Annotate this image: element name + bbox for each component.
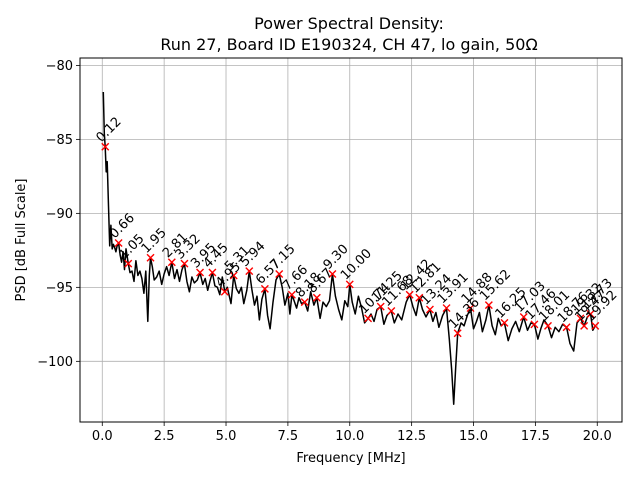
x-tick-label: 10.0 — [335, 429, 364, 444]
x-tick-label: 2.5 — [154, 429, 175, 444]
peak-marker — [275, 270, 284, 279]
x-tick-label: 12.5 — [397, 429, 426, 444]
chart-title-line-2: Run 27, Board ID E190324, CH 47, lo gain… — [160, 35, 537, 54]
peak-marker — [415, 293, 424, 302]
y-tick-label: −100 — [37, 355, 73, 370]
peak-labels: 0.120.661.051.952.813.323.954.454.955.31… — [93, 115, 620, 332]
peak-marker — [519, 312, 528, 321]
peak-marker — [167, 258, 176, 267]
y-tick-label: −85 — [46, 133, 73, 148]
peak-marker — [425, 305, 434, 314]
peak-marker — [220, 287, 229, 296]
peak-marker — [229, 271, 238, 280]
peak-marker — [442, 304, 451, 313]
y-axis-ticks: −80 −85 −90 −95 −100 — [37, 59, 80, 370]
peak-marker — [101, 142, 110, 151]
peak-marker — [124, 259, 133, 268]
x-tick-label: 20.0 — [583, 429, 612, 444]
x-tick-label: 7.5 — [278, 429, 299, 444]
x-tick-label: 15.0 — [459, 429, 488, 444]
peak-marker — [208, 268, 217, 277]
peak-marker — [196, 268, 205, 277]
peak-marker — [466, 304, 475, 313]
peak-marker — [287, 290, 296, 299]
x-tick-label: 0.0 — [92, 429, 113, 444]
peak-marker — [544, 321, 552, 330]
grid-lines — [80, 58, 622, 422]
peak-marker — [562, 323, 571, 332]
peak-marker — [376, 302, 385, 311]
peak-marker — [405, 290, 414, 299]
x-axis-ticks: 0.0 2.5 5.0 7.5 10.0 12.5 15.0 17.5 20.0 — [92, 422, 612, 444]
peak-marker — [364, 314, 373, 323]
peak-marker — [345, 280, 354, 289]
peak-marker — [260, 284, 269, 293]
peak-marker — [591, 321, 600, 330]
y-axis-label: PSD [dB Full Scale] — [14, 178, 29, 301]
peak-marker — [576, 314, 585, 323]
peak-label: 0.12 — [93, 115, 124, 146]
x-axis-label: Frequency [MHz] — [296, 451, 405, 466]
peak-marker — [328, 270, 337, 279]
peak-marker — [300, 298, 309, 307]
peak-marker — [484, 301, 493, 310]
plot-frame — [79, 57, 623, 423]
peak-marker — [453, 329, 462, 338]
chart-title-line-1: Power Spectral Density: — [254, 14, 444, 33]
peak-marker — [387, 307, 396, 316]
y-tick-label: −80 — [46, 59, 73, 74]
peak-markers — [101, 142, 600, 338]
plot-area: 0.120.661.051.952.813.323.954.454.955.31… — [93, 91, 620, 405]
y-tick-label: −95 — [46, 281, 73, 296]
peak-marker — [180, 259, 189, 268]
peak-marker — [312, 293, 321, 302]
peak-marker — [580, 321, 589, 330]
peak-marker — [530, 320, 539, 329]
y-tick-label: −90 — [46, 207, 73, 222]
peak-marker — [146, 253, 155, 262]
x-tick-label: 5.0 — [216, 429, 237, 444]
peak-marker — [245, 267, 254, 276]
peak-marker — [114, 238, 123, 247]
peak-marker — [500, 318, 509, 327]
peak-marker — [586, 309, 595, 318]
x-tick-label: 17.5 — [521, 429, 550, 444]
